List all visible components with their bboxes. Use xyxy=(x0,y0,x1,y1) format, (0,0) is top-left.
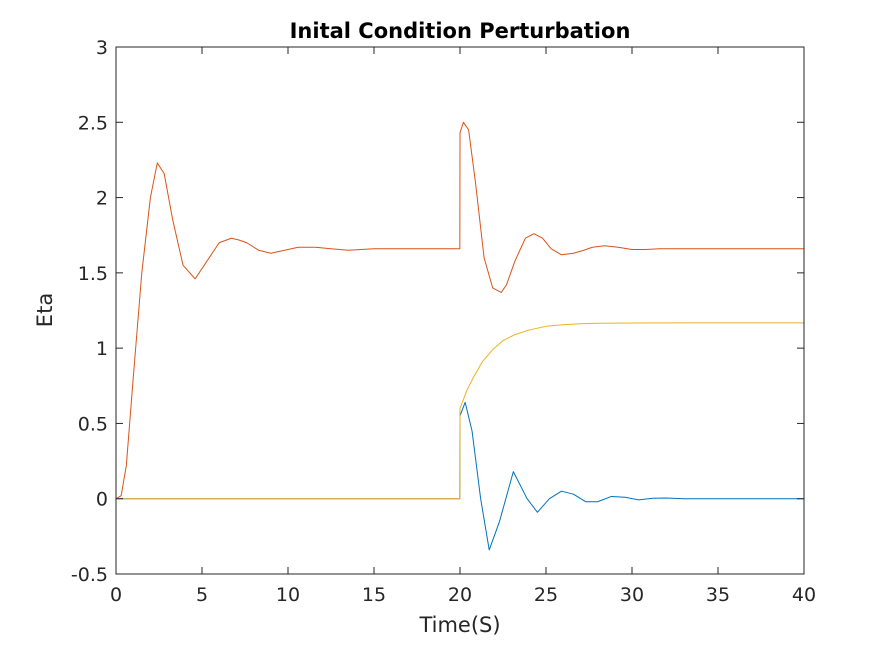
series-line-3 xyxy=(115,322,805,500)
series-layer xyxy=(115,121,805,551)
chart-title: Inital Condition Perturbation xyxy=(290,19,631,43)
x-tick-label: 20 xyxy=(448,584,472,606)
y-tick-label: 1 xyxy=(96,338,108,360)
series-line-2 xyxy=(115,121,805,500)
y-axis-label: Eta xyxy=(33,293,57,327)
x-tick-label: 40 xyxy=(792,584,816,606)
y-tick-label: 0 xyxy=(96,489,108,511)
y-tick-label: 2.5 xyxy=(78,112,108,134)
x-tick-label: 15 xyxy=(362,584,386,606)
x-tick-label: 30 xyxy=(620,584,644,606)
y-tick-label: 2 xyxy=(96,188,108,210)
y-tick-label: -0.5 xyxy=(71,564,108,586)
x-tick-label: 5 xyxy=(196,584,208,606)
axes-box xyxy=(115,46,805,575)
series-line-1 xyxy=(115,401,805,551)
y-tick-label: 1.5 xyxy=(78,263,108,285)
x-tick-label: 35 xyxy=(706,584,730,606)
ticks-layer: 0 5 10 15 20 25 30 35 40-0.500.511.522.53 xyxy=(71,37,816,606)
x-tick-label: 25 xyxy=(534,584,558,606)
x-axis-label: Time(S) xyxy=(418,613,500,637)
x-tick-label: 10 xyxy=(276,584,300,606)
x-tick-label: 0 xyxy=(110,584,122,606)
y-tick-label: 3 xyxy=(96,37,108,59)
y-tick-label: 0.5 xyxy=(78,413,108,435)
